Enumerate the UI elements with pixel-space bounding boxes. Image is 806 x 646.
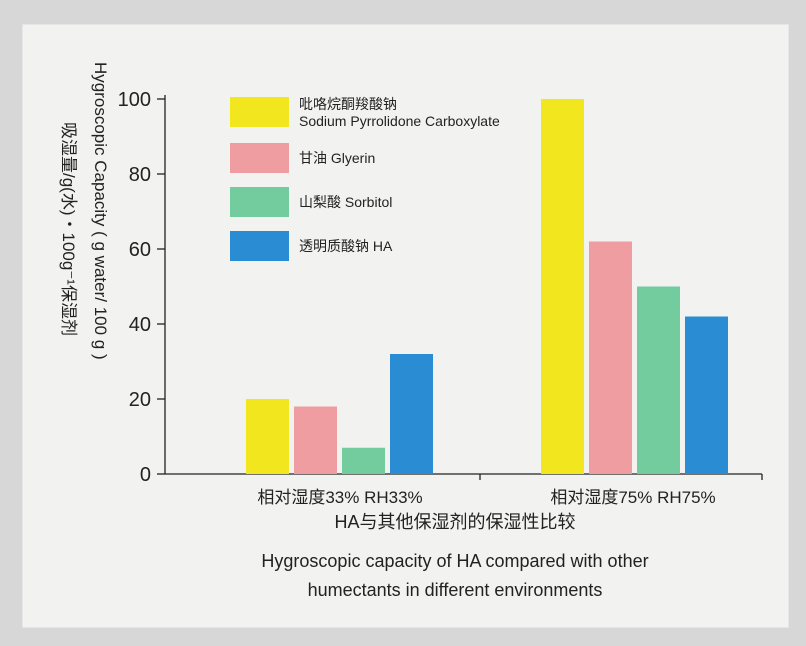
y-tick-label: 60: [129, 239, 151, 261]
bar: [342, 447, 385, 474]
bar: [246, 399, 289, 474]
y-tick-label: 20: [129, 389, 151, 411]
y-tick-label: 0: [140, 464, 151, 486]
legend-swatch: [230, 231, 289, 261]
legend-swatch: [230, 187, 289, 217]
bar: [589, 241, 632, 474]
y-tick-label: 80: [129, 164, 151, 186]
category-label: 相对湿度33% RH33%: [257, 488, 422, 507]
caption-cn: HA与其他保湿剂的保湿性比较: [334, 512, 575, 532]
legend-label: Sodium Pyrrolidone Carboxylate: [299, 113, 500, 129]
category-label: 相对湿度75% RH75%: [550, 488, 715, 507]
caption-en-line-1: Hygroscopic capacity of HA compared with…: [261, 551, 648, 571]
legend-label: 甘油 Glyerin: [299, 150, 375, 166]
y-axis-label-en: Hygroscopic Capacity ( g water/ 100 g ): [91, 62, 110, 360]
legend-label: 透明质酸钠 HA: [299, 238, 393, 254]
bar: [294, 406, 337, 474]
bar: [390, 354, 433, 474]
caption-en-line-2: humectants in different environments: [308, 580, 603, 600]
bar: [541, 99, 584, 474]
bar: [685, 316, 728, 474]
y-axis-label-cn: 吸湿量/g(水)・100g⁻¹保湿剂: [59, 122, 78, 336]
legend-swatch: [230, 143, 289, 173]
y-tick-label: 40: [129, 314, 151, 336]
bar: [637, 286, 680, 474]
legend-swatch: [230, 97, 289, 127]
legend-label: 山梨酸 Sorbitol: [299, 194, 392, 210]
legend-label: 吡咯烷酮羧酸钠: [299, 96, 397, 112]
y-tick-label: 100: [118, 89, 151, 111]
